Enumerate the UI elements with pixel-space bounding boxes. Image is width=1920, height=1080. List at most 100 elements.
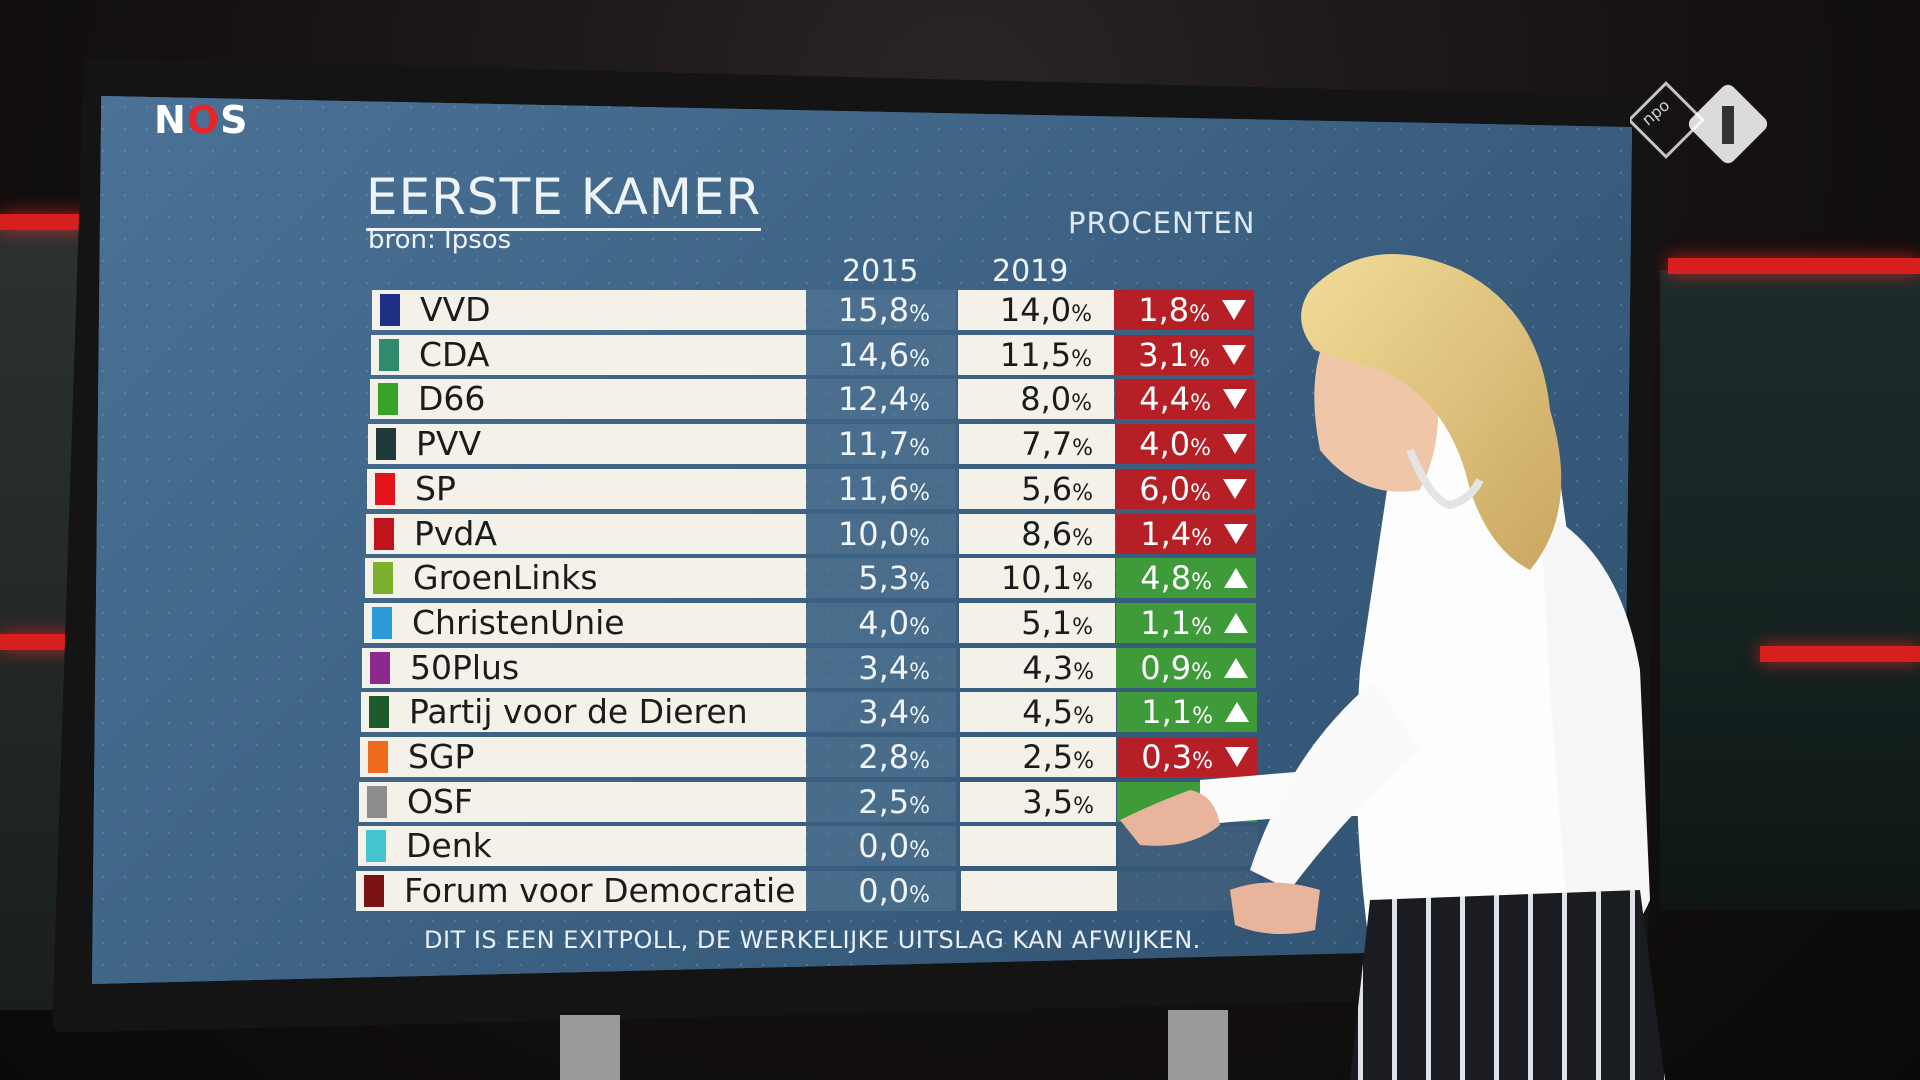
change-cell: 6,0% xyxy=(1115,469,1255,509)
value-2015-cell: 0,0% xyxy=(806,826,956,866)
percent-sign: % xyxy=(1191,615,1212,640)
graphic-title: EERSTE KAMER xyxy=(366,168,762,231)
arrow-down-icon xyxy=(1224,524,1248,544)
party-name-cell: ChristenUnie xyxy=(364,603,806,643)
party-name-cell: Denk xyxy=(358,826,806,866)
value-2019: 3,5 xyxy=(1022,783,1074,821)
arrow-down-icon xyxy=(1223,434,1247,454)
value-2019: 7,7 xyxy=(1021,425,1073,463)
arrow-down-icon xyxy=(1223,479,1247,499)
value-2015: 2,5 xyxy=(858,783,910,821)
percent-sign: % xyxy=(1072,436,1093,461)
value-2019: 2,5 xyxy=(1022,738,1074,776)
value-2019-cell: 7,7% xyxy=(959,424,1115,464)
value-2019: 8,0 xyxy=(1020,380,1072,418)
percent-sign: % xyxy=(909,704,930,729)
change-value: 3,1 xyxy=(1138,336,1190,374)
percent-sign: % xyxy=(1192,704,1213,729)
svg-text:npo: npo xyxy=(1638,95,1673,129)
value-2019-cell xyxy=(961,871,1117,911)
presenter-figure xyxy=(1120,254,1665,1080)
arrow-down-icon xyxy=(1225,747,1249,767)
value-2015: 5,3 xyxy=(858,559,910,597)
percent-sign: % xyxy=(1073,704,1094,729)
percent-sign: % xyxy=(1189,302,1210,327)
change-cell: 1,8% xyxy=(1114,290,1254,330)
party-color-swatch xyxy=(380,294,400,326)
percent-sign: % xyxy=(1073,749,1094,774)
change-value: 4,8 xyxy=(1140,559,1192,597)
percent-sign: % xyxy=(909,615,930,640)
percent-sign: % xyxy=(1190,436,1211,461)
change-value: 1,8 xyxy=(1138,291,1190,329)
percent-sign: % xyxy=(909,794,930,819)
party-name-cell: SP xyxy=(367,469,806,509)
arrow-up-icon xyxy=(1224,658,1248,678)
party-color-swatch xyxy=(376,428,396,460)
percent-sign: % xyxy=(909,302,930,327)
red-light-strip xyxy=(1668,258,1920,274)
npo-1-logo: npo xyxy=(1630,81,1768,164)
percent-sign: % xyxy=(909,749,930,774)
value-2019-cell: 3,5% xyxy=(960,782,1116,822)
value-2015-cell: 15,8% xyxy=(806,290,956,330)
party-color-swatch xyxy=(373,562,393,594)
graphic-source: bron: Ipsos xyxy=(368,225,512,255)
change-cell: 3,1% xyxy=(1114,335,1254,375)
red-light-strip xyxy=(0,214,90,230)
party-name-cell: Partij voor de Dieren xyxy=(361,692,806,732)
screen-stand xyxy=(560,1015,620,1080)
percent-sign: % xyxy=(1189,347,1210,372)
percent-sign: % xyxy=(1191,660,1212,685)
party-name-cell: SGP xyxy=(360,737,806,777)
percent-sign: % xyxy=(1190,481,1211,506)
percent-sign: % xyxy=(1071,302,1092,327)
party-color-swatch xyxy=(364,875,384,907)
value-2015: 3,4 xyxy=(858,693,910,731)
value-2019: 10,1 xyxy=(1000,559,1073,597)
party-color-swatch xyxy=(370,652,390,684)
change-value: 6,0 xyxy=(1139,470,1191,508)
value-2015-cell: 11,7% xyxy=(806,424,956,464)
value-2019-cell xyxy=(960,826,1116,866)
screen-stand xyxy=(1168,1010,1228,1080)
value-2015-cell: 3,4% xyxy=(806,692,956,732)
value-2019-cell: 5,1% xyxy=(959,603,1115,643)
party-color-swatch xyxy=(372,607,392,639)
change-cell: 4,4% xyxy=(1115,379,1255,419)
change-cell: 4,0% xyxy=(1115,424,1255,464)
value-2019-cell: 14,0% xyxy=(958,290,1114,330)
value-2019-cell: 10,1% xyxy=(959,558,1115,598)
value-2019: 5,1 xyxy=(1021,604,1073,642)
party-name: ChristenUnie xyxy=(412,603,625,642)
party-name-cell: VVD xyxy=(372,290,806,330)
value-2019-cell: 5,6% xyxy=(959,469,1115,509)
change-value: 1,1 xyxy=(1140,604,1192,642)
value-2015-cell: 2,8% xyxy=(806,737,956,777)
percent-sign: % xyxy=(1191,526,1212,551)
party-name: Denk xyxy=(406,826,492,865)
percent-sign: % xyxy=(1072,615,1093,640)
value-2015-cell: 14,6% xyxy=(806,335,956,375)
change-cell: 1,1% xyxy=(1117,692,1257,732)
party-color-swatch xyxy=(368,741,388,773)
percent-sign: % xyxy=(1191,570,1212,595)
change-cell: 1,1% xyxy=(1116,603,1256,643)
party-name-cell: OSF xyxy=(359,782,806,822)
party-color-swatch xyxy=(375,473,395,505)
percent-sign: % xyxy=(1192,749,1213,774)
percent-sign: % xyxy=(1073,660,1094,685)
value-2015: 12,4 xyxy=(837,380,910,418)
party-name-cell: PVV xyxy=(368,424,806,464)
party-name: VVD xyxy=(420,290,491,329)
value-2015-cell: 0,0% xyxy=(806,871,956,911)
percent-sign: % xyxy=(909,481,930,506)
value-2019: 8,6 xyxy=(1021,515,1073,553)
unit-label: PROCENTEN xyxy=(1068,206,1256,240)
percent-sign: % xyxy=(909,838,930,863)
value-2015-cell: 10,0% xyxy=(806,514,956,554)
percent-sign: % xyxy=(909,436,930,461)
percent-sign: % xyxy=(1071,391,1092,416)
value-2015: 11,7 xyxy=(837,425,910,463)
party-name: Forum voor Democratie xyxy=(404,871,796,910)
